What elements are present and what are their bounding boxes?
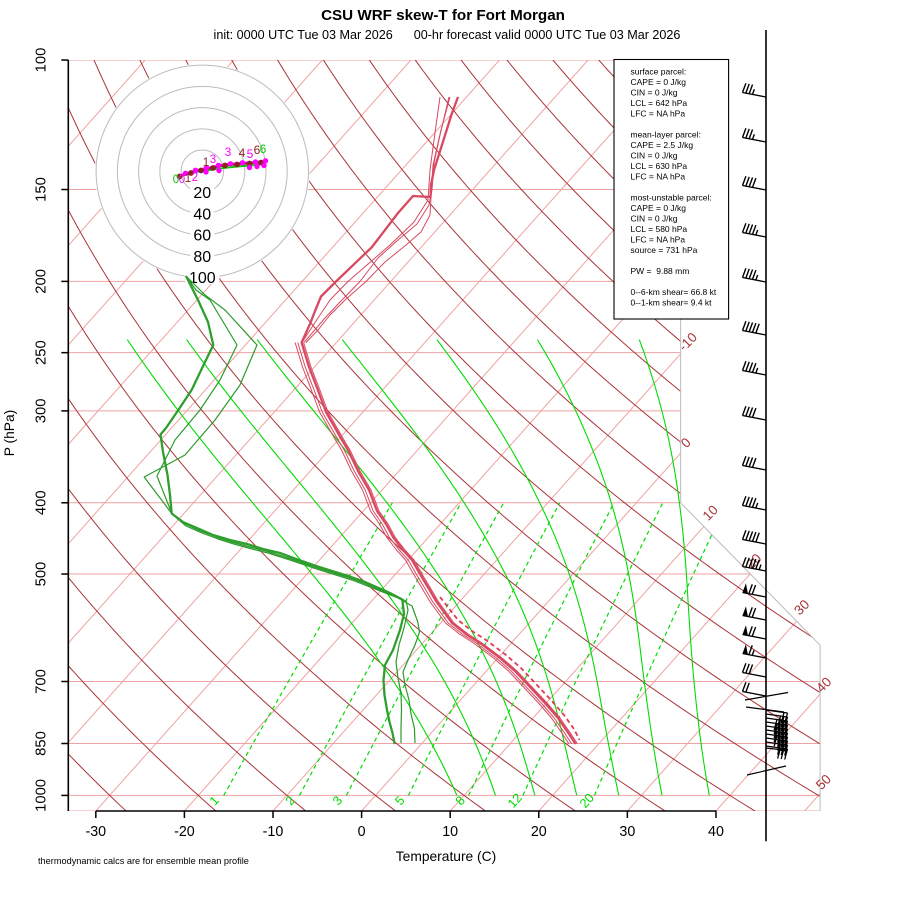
svg-text:LFC = NA hPa: LFC = NA hPa — [631, 109, 686, 119]
svg-text:PW = 9.88 mm: PW = 9.88 mm — [631, 266, 690, 276]
svg-text:CIN = 0 J/kg: CIN = 0 J/kg — [631, 214, 678, 224]
svg-text:Temperature (C): Temperature (C) — [396, 849, 496, 864]
svg-text:10: 10 — [442, 824, 458, 840]
svg-text:LCL = 630 hPa: LCL = 630 hPa — [631, 161, 688, 171]
svg-text:3: 3 — [225, 145, 232, 159]
svg-text:init: 0000 UTC Tue 03 Mar 2026: init: 0000 UTC Tue 03 Mar 2026 00-hr for… — [214, 28, 681, 42]
svg-text:CAPE = 0 J/kg: CAPE = 0 J/kg — [631, 77, 687, 87]
svg-text:100: 100 — [34, 48, 50, 73]
svg-text:1000: 1000 — [34, 779, 50, 812]
svg-text:surface parcel:: surface parcel: — [631, 67, 687, 77]
svg-text:CSU WRF skew-T for Fort Morgan: CSU WRF skew-T for Fort Morgan — [321, 7, 565, 24]
svg-text:30: 30 — [619, 824, 635, 840]
svg-text:3: 3 — [210, 154, 216, 166]
svg-text:source = 731 hPa: source = 731 hPa — [631, 245, 698, 255]
svg-text:200: 200 — [34, 269, 50, 294]
svg-text:400: 400 — [34, 490, 50, 515]
svg-text:0: 0 — [173, 174, 179, 186]
svg-text:CAPE = 0 J/kg: CAPE = 0 J/kg — [631, 203, 687, 213]
svg-text:500: 500 — [34, 562, 50, 587]
svg-text:20: 20 — [193, 185, 211, 202]
svg-text:mean-layer parcel:: mean-layer parcel: — [631, 130, 701, 140]
svg-text:700: 700 — [34, 669, 50, 694]
svg-text:0: 0 — [179, 174, 185, 186]
svg-text:850: 850 — [34, 731, 50, 756]
svg-text:40: 40 — [193, 206, 211, 223]
svg-text:6: 6 — [254, 143, 261, 157]
svg-text:0--6-km shear= 66.8 kt: 0--6-km shear= 66.8 kt — [631, 287, 717, 297]
svg-text:LFC = NA hPa: LFC = NA hPa — [631, 235, 686, 245]
svg-text:-20: -20 — [174, 824, 195, 840]
svg-text:150: 150 — [34, 177, 50, 202]
svg-text:2: 2 — [192, 172, 198, 184]
svg-text:CAPE = 2.5 J/kg: CAPE = 2.5 J/kg — [631, 140, 694, 150]
svg-text:40: 40 — [708, 824, 724, 840]
svg-text:5: 5 — [247, 147, 254, 161]
svg-text:1: 1 — [185, 173, 191, 185]
svg-text:100: 100 — [189, 270, 216, 287]
svg-text:250: 250 — [34, 340, 50, 365]
svg-text:1: 1 — [203, 157, 209, 169]
svg-text:P (hPa): P (hPa) — [2, 410, 17, 457]
svg-text:CIN = 0 J/kg: CIN = 0 J/kg — [631, 88, 678, 98]
svg-text:-30: -30 — [85, 824, 106, 840]
svg-text:thermodynamic calcs are for en: thermodynamic calcs are for ensemble mea… — [38, 856, 249, 866]
svg-text:300: 300 — [34, 399, 50, 424]
svg-text:6: 6 — [260, 142, 267, 156]
svg-text:most-unstable parcel:: most-unstable parcel: — [631, 193, 712, 203]
svg-text:LFC = NA hPa: LFC = NA hPa — [631, 172, 686, 182]
svg-text:-10: -10 — [263, 824, 284, 840]
svg-text:80: 80 — [193, 249, 211, 266]
svg-text:LCL = 580 hPa: LCL = 580 hPa — [631, 224, 688, 234]
svg-text:CIN = 0 J/kg: CIN = 0 J/kg — [631, 151, 678, 161]
svg-text:4: 4 — [239, 146, 246, 160]
svg-text:0: 0 — [358, 824, 366, 840]
svg-text:60: 60 — [193, 228, 211, 245]
svg-text:LCL = 642 hPa: LCL = 642 hPa — [631, 98, 688, 108]
svg-text:20: 20 — [531, 824, 547, 840]
svg-text:0--1-km shear= 9.4 kt: 0--1-km shear= 9.4 kt — [631, 298, 713, 308]
